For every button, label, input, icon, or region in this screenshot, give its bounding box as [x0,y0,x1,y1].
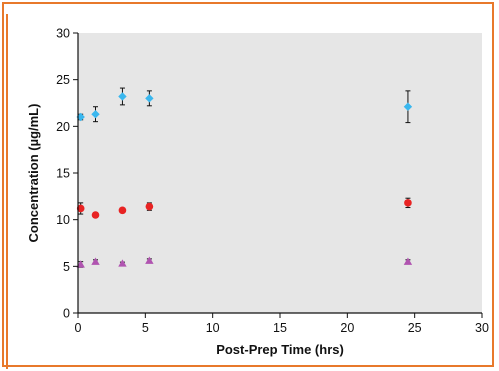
plot-area [78,33,482,313]
data-point-diamond [76,112,85,122]
data-point-circle [118,206,127,215]
y-tick-label: 30 [56,27,70,41]
data-point-diamond [403,102,413,111]
data-point-diamond [145,94,154,103]
data-point-triangle [145,256,154,264]
data-point-triangle [118,259,127,267]
data-point-diamond [91,110,100,119]
data-point-triangle [91,257,100,265]
x-tick-label: 20 [340,321,354,335]
series-circle [76,197,412,219]
y-tick-label: 0 [63,307,70,321]
chart-marks [76,87,413,268]
chart-axes: 0 5 10 15 20 25 30 0 5 10 15 20 25 30 [56,27,489,336]
y-tick-label: 5 [63,260,70,274]
frame-accent-bar [6,14,8,369]
x-tick-label: 5 [142,321,149,335]
x-tick-label: 25 [408,321,422,335]
data-point-diamond [118,92,127,101]
x-axis-title: Post-Prep Time (hrs) [216,342,344,357]
x-tick-label: 30 [475,321,489,335]
series-diamond [76,87,413,124]
y-tick-label: 20 [56,120,70,134]
y-tick-label: 15 [56,167,70,181]
y-tick-label: 25 [56,73,70,87]
data-point-circle [76,204,85,213]
data-point-circle [91,211,100,219]
y-axis-title: Concentration (µg/mL) [26,104,41,243]
x-tick-label: 15 [273,321,287,335]
x-tick-label: 0 [75,321,82,335]
data-point-triangle [403,257,413,265]
data-point-circle [404,199,412,207]
x-tick-label: 10 [206,321,220,335]
data-point-circle [145,202,154,211]
y-tick-label: 10 [56,213,70,227]
